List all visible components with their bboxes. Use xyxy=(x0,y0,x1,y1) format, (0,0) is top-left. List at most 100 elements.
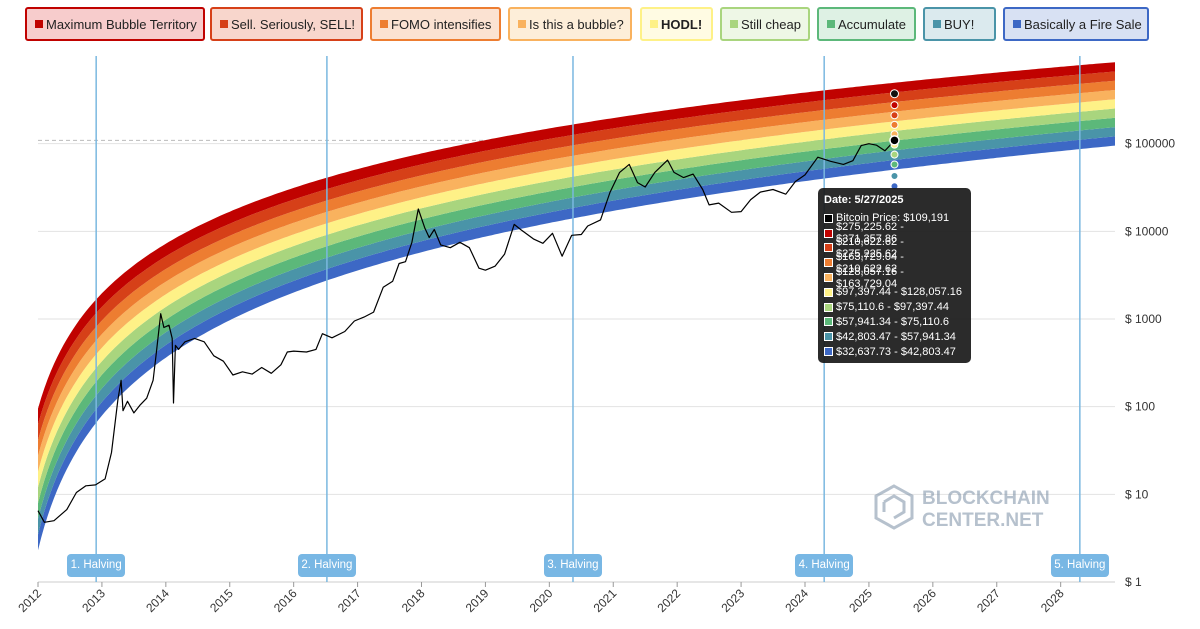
blockchain-logo-icon: BLOCKCHAIN CENTER.NET xyxy=(874,484,1050,531)
legend-swatch xyxy=(650,20,658,28)
price-line-group xyxy=(37,139,895,523)
legend-item-2[interactable]: Sell. Seriously, SELL! xyxy=(210,7,363,41)
halving-label-3: 3. Halving xyxy=(543,554,602,577)
x-tick-label: 2015 xyxy=(207,586,236,615)
tooltip-row: $210,622.62 - $275,225.62 xyxy=(824,236,965,260)
legend-label: Is this a bubble? xyxy=(529,16,624,32)
tooltip-swatch xyxy=(824,213,833,223)
legend-swatch xyxy=(730,20,738,28)
tooltip-row: $128,057.16 - $163,729.04 xyxy=(824,266,965,290)
y-tick-label: $ 1 xyxy=(1125,575,1142,589)
legend-swatch xyxy=(827,20,835,28)
x-tick-label: 2022 xyxy=(655,586,684,615)
tooltip-row-text: $163,729.04 - $210,622.62 xyxy=(836,250,904,275)
band-marker-7 xyxy=(890,120,899,129)
tooltip-swatch xyxy=(824,347,833,357)
tooltip-row: $57,941.34 - $75,110.6 xyxy=(824,315,965,330)
tooltip-swatch xyxy=(824,258,833,268)
bitcoin-price-line xyxy=(37,139,895,523)
tooltip: Date: 5/27/2025 Bitcoin Price: $109,191 $… xyxy=(818,188,971,363)
tooltip-row-text: Bitcoin Price: $109,191 xyxy=(836,212,950,225)
tooltip-row-text: $42,803.47 - $57,941.34 xyxy=(836,330,956,343)
tooltip-row-text: $32,637.73 - $42,803.47 xyxy=(836,345,956,358)
tooltip-swatch xyxy=(824,287,833,297)
band-marker-2 xyxy=(890,171,899,180)
tooltip-row: $275,225.62 - $371,357.86 xyxy=(824,221,965,245)
halving-label-1: 1. Halving xyxy=(67,554,126,577)
y-axis: $ 1 $ 10 $ 100 $ 1000 $ 10000 $ 100000 xyxy=(1125,137,1175,589)
legend-item-4[interactable]: Is this a bubble? xyxy=(508,7,632,41)
halving-label-4: 4. Halving xyxy=(795,554,854,577)
tooltip-row: $42,803.47 - $57,941.34 xyxy=(824,329,965,344)
legend-swatch xyxy=(933,20,941,28)
x-tick-label: 2020 xyxy=(527,586,556,615)
x-tick-label: 2013 xyxy=(79,586,108,615)
legend-item-5[interactable]: HODL! xyxy=(640,7,713,41)
legend-label: Sell. Seriously, SELL! xyxy=(231,16,356,32)
x-tick-label: 2024 xyxy=(782,586,811,615)
tooltip-row: $97,397.44 - $128,057.16 xyxy=(824,285,965,300)
watermark: BLOCKCHAIN CENTER.NET xyxy=(872,484,1062,532)
tooltip-swatch xyxy=(824,332,833,342)
watermark-line1: BLOCKCHAIN xyxy=(922,488,1050,509)
x-tick-label: 2019 xyxy=(463,586,492,615)
x-tick-label: 2023 xyxy=(718,586,747,615)
legend-label: HODL! xyxy=(661,16,703,32)
y-tick-label: $ 10000 xyxy=(1125,224,1169,238)
tooltip-swatch xyxy=(824,228,833,238)
band-marker-3 xyxy=(890,160,899,169)
y-tick-label: $ 100000 xyxy=(1125,137,1175,151)
y-tick-label: $ 10 xyxy=(1125,487,1149,501)
legend-item-7[interactable]: Accumulate xyxy=(817,7,916,41)
watermark-line2: CENTER.NET xyxy=(922,510,1044,531)
tooltip-row-text: $97,397.44 - $128,057.16 xyxy=(836,286,963,299)
legend-label: BUY! xyxy=(944,16,975,32)
tooltip-swatch xyxy=(824,317,833,327)
legend-label: FOMO intensifies xyxy=(391,16,492,32)
band-marker-8 xyxy=(890,111,899,120)
x-tick-label: 2012 xyxy=(15,586,44,615)
legend-swatch xyxy=(35,20,43,28)
x-tick-label: 2018 xyxy=(399,586,428,615)
legend-label: Basically a Fire Sale xyxy=(1024,16,1142,32)
x-tick-label: 2027 xyxy=(974,586,1003,615)
legend-label: Accumulate xyxy=(838,16,906,32)
x-tick-label: 2016 xyxy=(271,586,300,615)
tooltip-markers xyxy=(889,89,900,191)
legend-item-1[interactable]: Maximum Bubble Territory xyxy=(25,7,205,41)
legend-label: Still cheap xyxy=(741,16,801,32)
band-marker-9 xyxy=(890,101,899,110)
halving-lines xyxy=(95,56,1081,582)
price-marker[interactable] xyxy=(889,135,900,146)
legend-item-9[interactable]: Basically a Fire Sale xyxy=(1003,7,1149,41)
x-tick-label: 2014 xyxy=(143,586,172,615)
x-tick-label: 2028 xyxy=(1038,586,1067,615)
legend-swatch xyxy=(380,20,388,28)
legend: Maximum Bubble Territory Sell. Seriously,… xyxy=(0,0,1200,56)
legend-label: Maximum Bubble Territory xyxy=(46,16,197,32)
tooltip-row: $163,729.04 - $210,622.62 xyxy=(824,251,965,275)
legend-item-3[interactable]: FOMO intensifies xyxy=(370,7,501,41)
tooltip-row: Bitcoin Price: $109,191 xyxy=(824,211,965,226)
y-tick-label: $ 1000 xyxy=(1125,312,1162,326)
legend-item-8[interactable]: BUY! xyxy=(923,7,996,41)
y-tick-label: $ 100 xyxy=(1125,400,1155,414)
tooltip-row-text: $57,941.34 - $75,110.6 xyxy=(836,315,949,328)
tooltip-row-text: $75,110.6 - $97,397.44 xyxy=(836,301,949,314)
legend-swatch xyxy=(518,20,526,28)
x-tick-label: 2026 xyxy=(910,586,939,615)
tooltip-swatch xyxy=(824,243,833,253)
tooltip-row-text: $210,622.62 - $275,225.62 xyxy=(836,236,904,260)
tooltip-title: Date: 5/27/2025 xyxy=(824,194,904,206)
tooltip-row-text: $275,225.62 - $371,357.86 xyxy=(836,221,904,246)
x-axis: 2012 2013 2014 2015 2016 2017 2018 2019 2020 2021… xyxy=(15,582,1067,615)
tooltip-row-text: $128,057.16 - $163,729.04 xyxy=(836,265,904,290)
halving-label-2: 2. Halving xyxy=(297,554,356,577)
legend-item-6[interactable]: Still cheap xyxy=(720,7,810,41)
tooltip-row: $75,110.6 - $97,397.44 xyxy=(824,300,965,315)
band-top-marker xyxy=(889,89,899,99)
x-tick-label: 2017 xyxy=(335,586,364,615)
x-tick-label: 2021 xyxy=(591,586,620,615)
legend-swatch xyxy=(220,20,228,28)
